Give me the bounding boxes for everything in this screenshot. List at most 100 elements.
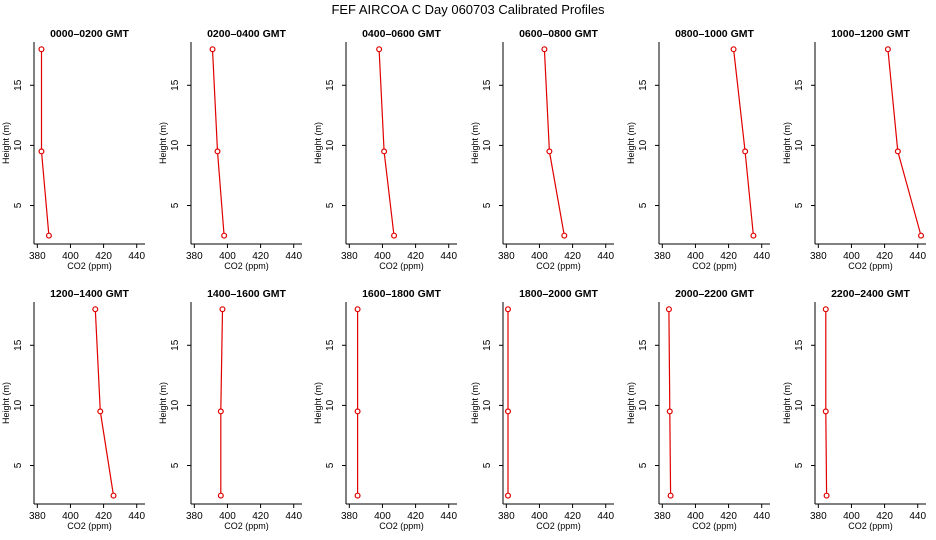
y-tick-label: 10 xyxy=(13,399,24,411)
profile-line xyxy=(887,49,922,236)
profile-point xyxy=(38,148,45,155)
y-tick-label: 5 xyxy=(13,462,24,468)
x-axis-title: CO2 (ppm) xyxy=(224,521,269,531)
y-axis-title: Height (m) xyxy=(158,122,168,164)
x-tick-label: 380 xyxy=(810,251,827,262)
y-tick-label: 10 xyxy=(794,139,805,151)
x-tick-label: 440 xyxy=(285,511,302,522)
profile-panel: 0400–0600 GMT 380 400 420 440 5 10 15 CO2 (ppm) H… xyxy=(313,28,457,271)
y-tick-label: 5 xyxy=(170,202,181,208)
profile-point xyxy=(391,232,398,239)
y-tick-label: 5 xyxy=(638,462,649,468)
profile-point xyxy=(665,306,672,313)
y-tick-label: 15 xyxy=(638,79,649,91)
x-axis-title: CO2 (ppm) xyxy=(67,261,112,271)
profile-panel: 2200–2400 GMT 380 400 420 440 5 10 15 CO2 (ppm) H… xyxy=(782,288,926,531)
y-axis-title: Height (m) xyxy=(313,382,323,424)
panel-title: 1600–1800 GMT xyxy=(362,288,441,300)
y-tick-label: 5 xyxy=(794,462,805,468)
y-tick-label: 5 xyxy=(794,202,805,208)
profile-point xyxy=(822,306,829,313)
panel-title: 1000–1200 GMT xyxy=(831,28,910,40)
x-tick-label: 400 xyxy=(374,511,391,522)
profile-point xyxy=(561,232,568,239)
x-tick-label: 440 xyxy=(440,251,457,262)
x-axis-title: CO2 (ppm) xyxy=(67,521,112,531)
x-tick-label: 400 xyxy=(531,251,548,262)
y-tick-label: 10 xyxy=(170,399,181,411)
profile-line xyxy=(220,309,224,496)
profile-panel: 1800–2000 GMT 380 400 420 440 5 10 15 CO2 (ppm) H… xyxy=(470,288,614,531)
x-tick-label: 380 xyxy=(341,511,358,522)
profile-point xyxy=(217,492,224,499)
profile-point xyxy=(92,306,99,313)
profile-point xyxy=(354,408,361,415)
x-tick-label: 420 xyxy=(876,511,893,522)
x-tick-label: 440 xyxy=(753,511,770,522)
profile-panel: 0200–0400 GMT 380 400 420 440 5 10 15 CO2 (ppm) H… xyxy=(158,28,302,271)
y-axis-title: Height (m) xyxy=(470,122,480,164)
panel-grid: 0000–0200 GMT 380 400 420 440 5 10 15 CO2 (ppm) H… xyxy=(1,28,926,531)
profile-point xyxy=(219,306,226,313)
x-tick-label: 440 xyxy=(597,251,614,262)
panel-title: 0200–0400 GMT xyxy=(207,28,286,40)
panel-title: 1400–1600 GMT xyxy=(207,288,286,300)
profile-line xyxy=(825,309,828,496)
y-tick-label: 15 xyxy=(13,339,24,351)
y-tick-label: 15 xyxy=(170,339,181,351)
panel-title: 0600–0800 GMT xyxy=(519,28,598,40)
profile-point xyxy=(110,492,117,499)
y-tick-label: 15 xyxy=(638,339,649,351)
panel-title: 2000–2200 GMT xyxy=(675,288,754,300)
y-axis-title: Height (m) xyxy=(782,122,792,164)
x-tick-label: 380 xyxy=(29,251,46,262)
x-tick-label: 400 xyxy=(62,251,79,262)
profile-panel: 0600–0800 GMT 380 400 420 440 5 10 15 CO2 (ppm) H… xyxy=(470,28,614,271)
x-tick-label: 440 xyxy=(753,251,770,262)
x-tick-label: 420 xyxy=(252,251,269,262)
x-axis-title: CO2 (ppm) xyxy=(848,261,893,271)
x-tick-label: 380 xyxy=(654,511,671,522)
y-tick-label: 5 xyxy=(482,202,493,208)
x-axis-title: CO2 (ppm) xyxy=(692,261,737,271)
profile-point xyxy=(504,408,511,415)
y-axis-title: Height (m) xyxy=(313,122,323,164)
profile-point xyxy=(742,148,749,155)
profile-point xyxy=(667,492,674,499)
x-tick-label: 380 xyxy=(186,511,203,522)
profile-point xyxy=(546,148,553,155)
profile-line xyxy=(378,49,395,236)
x-tick-label: 400 xyxy=(843,251,860,262)
y-tick-label: 15 xyxy=(13,79,24,91)
profile-point xyxy=(354,492,361,499)
profile-panel: 1400–1600 GMT 380 400 420 440 5 10 15 CO2 (ppm) H… xyxy=(158,288,302,531)
profile-panel: 1600–1800 GMT 380 400 420 440 5 10 15 CO2 (ppm) H… xyxy=(313,288,457,531)
x-axis-title: CO2 (ppm) xyxy=(536,261,581,271)
x-tick-label: 380 xyxy=(29,511,46,522)
x-tick-label: 380 xyxy=(186,251,203,262)
x-axis-title: CO2 (ppm) xyxy=(379,261,424,271)
profile-point xyxy=(666,408,673,415)
y-tick-label: 10 xyxy=(325,399,336,411)
y-tick-label: 15 xyxy=(794,79,805,91)
y-axis-title: Height (m) xyxy=(470,382,480,424)
x-tick-label: 440 xyxy=(597,511,614,522)
x-tick-label: 420 xyxy=(95,251,112,262)
profile-point xyxy=(376,46,383,53)
profile-point xyxy=(217,408,224,415)
profile-point xyxy=(730,46,737,53)
y-axis-title: Height (m) xyxy=(626,122,636,164)
x-tick-label: 440 xyxy=(128,511,145,522)
y-tick-label: 10 xyxy=(482,139,493,151)
profile-point xyxy=(209,46,216,53)
y-tick-label: 10 xyxy=(482,399,493,411)
y-axis-title: Height (m) xyxy=(782,382,792,424)
x-tick-label: 420 xyxy=(720,251,737,262)
y-tick-label: 5 xyxy=(638,202,649,208)
x-tick-label: 380 xyxy=(498,511,515,522)
x-tick-label: 380 xyxy=(498,251,515,262)
x-tick-label: 420 xyxy=(407,511,424,522)
x-tick-label: 400 xyxy=(62,511,79,522)
profile-panel: 0000–0200 GMT 380 400 420 440 5 10 15 CO2 (ppm) H… xyxy=(1,28,145,271)
